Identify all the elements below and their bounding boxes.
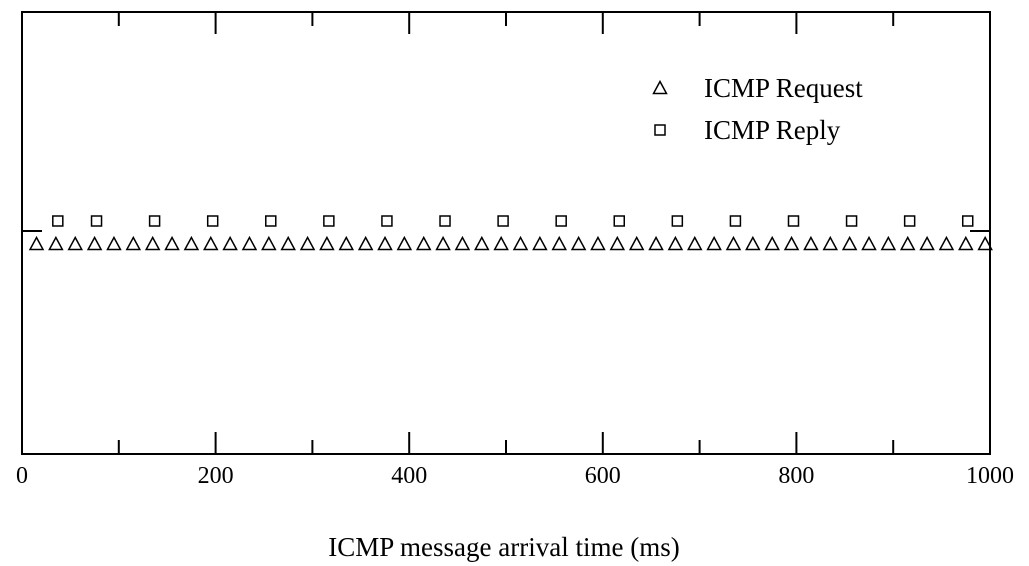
icmp-reply-point xyxy=(439,215,451,227)
icmp-request-point xyxy=(725,235,742,251)
icmp-request-point xyxy=(357,235,374,251)
icmp-request-point xyxy=(899,235,916,251)
icmp-request-point xyxy=(745,235,761,251)
icmp-request-point xyxy=(783,235,800,251)
icmp-request-point xyxy=(241,235,258,251)
x-tick-label: 800 xyxy=(778,463,814,489)
icmp-reply-point xyxy=(90,215,103,227)
icmp-request-point xyxy=(319,235,335,251)
icmp-request-point xyxy=(628,235,645,251)
icmp-request-point xyxy=(803,235,819,251)
markers xyxy=(28,215,993,251)
icmp-request-point xyxy=(938,235,955,251)
icmp-request-point xyxy=(590,235,606,251)
icmp-request-point xyxy=(706,235,722,251)
x-tick-label: 400 xyxy=(391,463,427,489)
icmp-request-point xyxy=(86,235,103,251)
icmp-request-point xyxy=(377,235,393,251)
icmp-request-point xyxy=(687,235,703,251)
icmp-request-point xyxy=(474,235,490,251)
icmp-request-point xyxy=(203,235,219,251)
icmp-reply-point xyxy=(961,215,974,227)
icmp-request-point xyxy=(280,235,296,251)
icmp-reply-point xyxy=(52,215,64,227)
icmp-request-point xyxy=(764,235,780,251)
x-tick-label: 1000 xyxy=(966,463,1014,489)
icmp-request-point xyxy=(222,235,238,251)
icmp-request-point xyxy=(106,235,122,251)
icmp-request-point xyxy=(67,235,83,251)
icmp-reply-point xyxy=(903,215,916,227)
icmp-request-point xyxy=(977,235,993,251)
icmp-request-point xyxy=(125,235,142,251)
icmp-reply-point xyxy=(265,215,277,227)
x-tick-label: 200 xyxy=(198,463,234,489)
icmp-request-point xyxy=(648,235,664,251)
legend-square-icon xyxy=(654,124,666,136)
icmp-reply-point xyxy=(671,215,684,227)
x-tick-label: 0 xyxy=(16,463,28,489)
icmp-reply-point xyxy=(148,215,161,227)
icmp-request-point xyxy=(880,235,897,251)
icmp-request-point xyxy=(861,235,877,251)
icmp-request-point xyxy=(415,235,432,251)
icmp-reply-point xyxy=(497,215,509,227)
icmp-request-point xyxy=(299,235,316,251)
icmp-request-point xyxy=(532,235,548,251)
icmp-reply-point xyxy=(555,215,567,227)
legend: ICMP Request ICMP Reply xyxy=(652,73,863,145)
icmp-reply-point xyxy=(206,215,219,227)
icmp-request-point xyxy=(919,235,935,251)
icmp-request-point xyxy=(183,235,200,251)
icmp-reply-point xyxy=(323,215,335,227)
icmp-request-point xyxy=(841,235,858,251)
x-tick-labels: 0 200 400 600 800 1000 xyxy=(16,463,1014,489)
icmp-request-point xyxy=(551,235,567,251)
x-ticks xyxy=(21,12,991,454)
icmp-request-point xyxy=(144,235,161,251)
icmp-request-point xyxy=(454,235,471,251)
icmp-reply-point xyxy=(381,215,393,227)
icmp-request-point xyxy=(570,235,587,251)
icmp-request-point xyxy=(261,235,277,251)
icmp-reply-point xyxy=(613,215,626,227)
icmp-request-point xyxy=(493,235,509,251)
x-axis-label: ICMP message arrival time (ms) xyxy=(328,532,679,562)
icmp-request-point xyxy=(822,235,839,251)
legend-label: ICMP Reply xyxy=(704,115,841,145)
icmp-reply-point xyxy=(729,215,742,227)
icmp-request-point xyxy=(396,235,413,251)
icmp-request-point xyxy=(28,235,45,251)
icmp-request-point xyxy=(512,235,529,251)
icmp-request-point xyxy=(435,235,451,251)
icmp-request-point xyxy=(338,235,355,251)
legend-triangle-icon xyxy=(652,79,668,95)
icmp-request-point xyxy=(609,235,626,251)
icmp-request-point xyxy=(48,235,64,251)
x-tick-label: 600 xyxy=(585,463,621,489)
icmp-reply-point xyxy=(845,215,858,227)
icmp-request-point xyxy=(164,235,180,251)
icmp-reply-point xyxy=(787,215,800,227)
legend-label: ICMP Request xyxy=(704,73,863,103)
icmp-request-point xyxy=(958,235,974,251)
icmp-request-point xyxy=(667,235,684,251)
